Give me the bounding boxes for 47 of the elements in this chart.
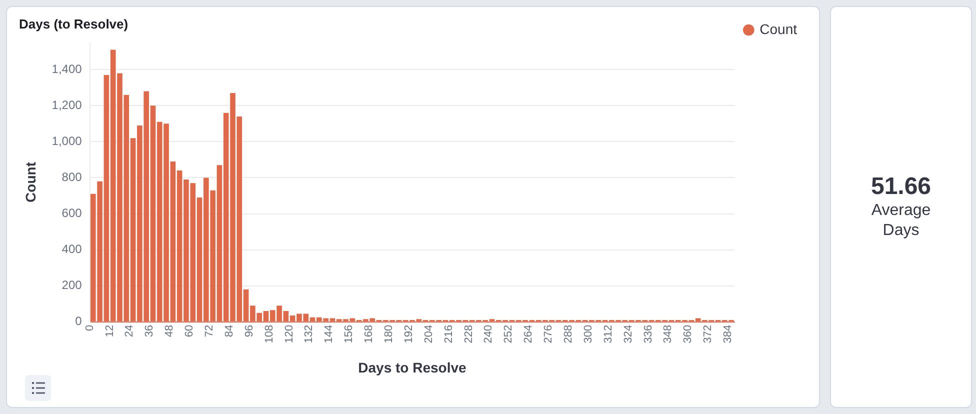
x-tick-label: 108 <box>263 324 276 344</box>
x-tick-label: 240 <box>482 324 495 344</box>
x-tick-label: 36 <box>144 324 156 338</box>
text: 51.66 <box>870 173 932 201</box>
x-tick-label: 180 <box>383 324 395 344</box>
text: Average Days <box>870 201 932 241</box>
x-tick-label: 12 <box>104 324 116 338</box>
x-tick-label: 252 <box>502 324 515 344</box>
x-tick-label: 384 <box>722 324 734 344</box>
x-tick-label: 84 <box>223 324 236 338</box>
y-tick-label: 0 <box>75 314 82 328</box>
x-tick-label: 204 <box>422 324 435 344</box>
x-tick-label: 216 <box>442 324 455 344</box>
x-tick-label: 132 <box>303 324 316 344</box>
y-tick-label: 1,400 <box>52 62 82 76</box>
x-tick-label: 312 <box>602 324 614 344</box>
x-tick-label: 72 <box>204 324 216 338</box>
y-tick-label: 400 <box>62 242 82 256</box>
y-axis-title: Count <box>22 162 38 202</box>
y-tick-label: 1,200 <box>52 98 82 112</box>
x-tick-label: 192 <box>402 324 415 344</box>
x-tick-label: 288 <box>562 324 574 344</box>
x-tick-label: 96 <box>243 324 256 338</box>
legend-label: Count <box>760 20 798 37</box>
y-tick-label: 200 <box>62 278 82 292</box>
x-tick-label: 24 <box>124 324 136 338</box>
x-tick-label: 276 <box>542 324 555 344</box>
x-tick-label: 48 <box>164 324 176 338</box>
x-tick-label: 372 <box>702 324 714 344</box>
x-tick-label: 324 <box>622 324 634 344</box>
x-tick-label: 264 <box>522 324 535 344</box>
x-tick-label: 348 <box>662 324 674 344</box>
x-tick-label: 60 <box>184 324 196 338</box>
x-tick-label: 360 <box>682 324 694 344</box>
chart-title: Days (to Resolve) <box>19 16 128 32</box>
x-axis-title: Days to Resolve <box>358 359 467 376</box>
y-tick-label: 800 <box>62 170 82 184</box>
x-tick-label: 168 <box>363 324 376 344</box>
x-tick-label: 336 <box>642 324 654 344</box>
x-tick-label: 144 <box>323 324 336 344</box>
x-tick-label: 300 <box>582 324 594 344</box>
x-tick-label: 0 <box>84 324 96 331</box>
y-tick-label: 1,000 <box>52 134 82 148</box>
x-tick-label: 120 <box>283 324 296 344</box>
x-tick-label: 228 <box>462 324 475 344</box>
y-tick-label: 600 <box>62 206 82 220</box>
x-tick-label: 156 <box>343 324 356 344</box>
